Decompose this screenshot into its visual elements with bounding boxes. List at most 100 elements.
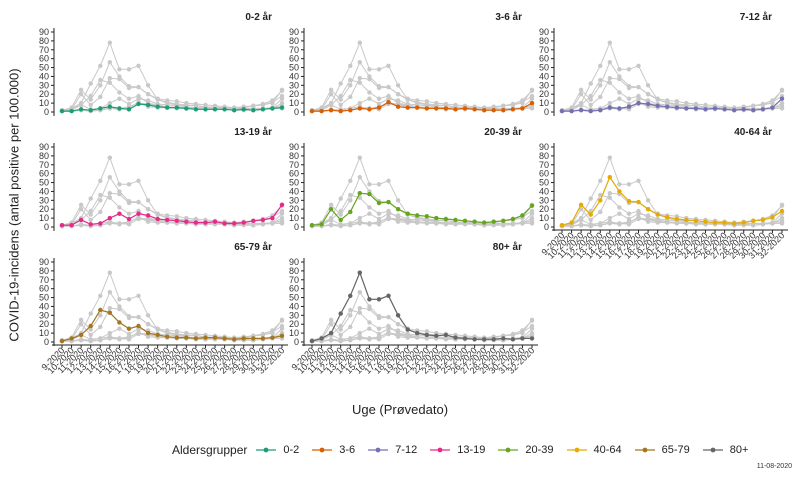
series-point: [453, 217, 458, 223]
background-series-point: [348, 83, 353, 88]
background-series-point: [107, 270, 113, 275]
background-series-point: [98, 313, 103, 318]
background-series-point: [607, 220, 612, 225]
background-series-point: [136, 199, 141, 205]
background-series-point: [367, 336, 372, 341]
series-point: [770, 105, 775, 110]
series-point: [270, 215, 275, 221]
background-series-point: [617, 74, 622, 79]
legend-item: 7-12: [367, 444, 417, 456]
background-series-point: [395, 215, 401, 221]
background-series-point: [126, 331, 132, 337]
series-point: [569, 220, 574, 225]
background-series-point: [98, 336, 103, 341]
y-tick-label: 80: [539, 36, 549, 46]
background-series-point: [117, 304, 122, 309]
legend: Aldersgrupper 0-2 3-6 7-12 13-19 20-39 40-64 6…: [172, 440, 760, 460]
series-point: [779, 96, 785, 101]
series-point: [405, 327, 410, 332]
background-series-point: [376, 314, 382, 319]
series-point: [59, 108, 65, 114]
background-series-point: [126, 182, 132, 187]
background-series-point: [510, 332, 516, 338]
legend-label: 13-19: [457, 444, 486, 456]
background-series-point: [367, 74, 372, 79]
series-point: [510, 216, 516, 222]
series-point: [770, 215, 775, 220]
background-series-point: [328, 92, 334, 97]
background-series-point: [270, 100, 275, 105]
series-point: [117, 106, 122, 111]
series-point: [78, 332, 84, 338]
background-series-point: [107, 100, 113, 106]
background-series-point: [338, 332, 343, 338]
background-series-point: [338, 102, 343, 108]
series-point: [88, 108, 93, 113]
background-series-point: [645, 198, 651, 203]
series-point: [184, 219, 189, 224]
series-point: [674, 105, 679, 110]
background-series-point: [328, 338, 334, 343]
series-point: [270, 335, 275, 340]
series-point: [117, 320, 122, 325]
series-point: [529, 336, 535, 341]
series-point: [415, 330, 420, 336]
y-tick-label: 50: [289, 178, 299, 188]
background-series-point: [270, 330, 275, 335]
background-series-point: [260, 102, 266, 108]
background-series-point: [117, 221, 122, 226]
y-tick-label: 30: [289, 310, 299, 320]
y-tick-label: 20: [539, 89, 549, 99]
background-series-point: [338, 337, 343, 342]
legend-key: [368, 447, 389, 453]
background-series-point: [155, 97, 160, 102]
series-point: [751, 108, 756, 113]
background-series-point: [588, 196, 593, 201]
series-point: [482, 337, 487, 342]
background-series-point: [107, 335, 113, 340]
y-tick-label: 70: [39, 160, 49, 170]
y-tick-label: 30: [289, 195, 299, 205]
series-point: [88, 222, 93, 227]
series-point: [184, 106, 189, 111]
series-point: [59, 223, 65, 228]
series-point: [443, 216, 449, 222]
series-point: [69, 108, 74, 114]
background-series-point: [376, 326, 382, 331]
y-tick-label: 0: [544, 222, 549, 232]
background-series-point: [117, 74, 122, 79]
panel-80+: 80+ år01020304050607080909-202010-202011…: [289, 241, 538, 376]
background-series-point: [636, 93, 641, 99]
series-point: [665, 215, 670, 220]
legend-key-point: [263, 447, 269, 453]
y-tick-label: 50: [539, 63, 549, 73]
background-series-point: [348, 313, 353, 318]
background-series-point: [78, 317, 84, 322]
legend-key-point: [437, 447, 443, 453]
y-tick-label: 30: [39, 195, 49, 205]
series-point: [348, 293, 353, 298]
series-point: [212, 107, 218, 112]
series-point: [472, 337, 477, 342]
y-tick-label: 0: [44, 222, 49, 232]
series-point: [348, 108, 353, 113]
series-point: [203, 335, 208, 340]
background-series-point: [107, 155, 113, 160]
background-series-point: [779, 203, 785, 208]
background-series-point: [598, 209, 603, 215]
series-point: [193, 107, 199, 112]
y-tick-label: 20: [39, 204, 49, 214]
y-tick-label: 30: [539, 80, 549, 90]
background-series-point: [88, 212, 93, 217]
background-series-point: [193, 102, 199, 108]
series-point: [453, 107, 458, 112]
background-series-point: [617, 205, 622, 210]
background-series-point: [98, 94, 103, 100]
panel-title: 80+ år: [493, 241, 522, 253]
background-series-point: [588, 93, 593, 99]
background-series-point: [126, 314, 132, 319]
background-series-point: [117, 96, 122, 101]
y-tick-label: 40: [39, 71, 49, 81]
y-tick-label: 10: [539, 213, 549, 223]
